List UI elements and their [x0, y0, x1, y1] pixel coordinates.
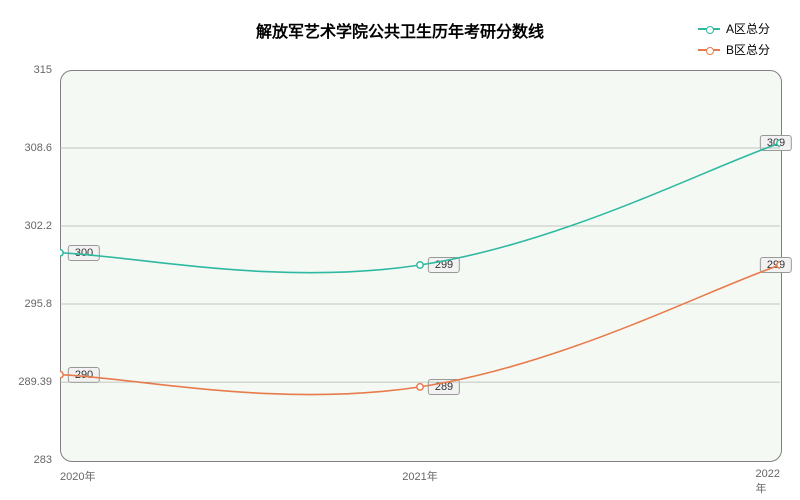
- data-point: [777, 262, 780, 268]
- data-point: [417, 262, 423, 268]
- series-line-0: [60, 143, 780, 273]
- legend-swatch-b: [698, 49, 720, 51]
- legend-item-a: A区总分: [698, 20, 770, 37]
- chart-svg: [60, 70, 780, 460]
- data-point: [60, 371, 63, 377]
- legend-item-b: B区总分: [698, 41, 770, 58]
- x-tick-label: 2021年: [402, 468, 437, 484]
- series-line-1: [60, 265, 780, 395]
- y-tick-label: 302.2: [24, 220, 52, 232]
- data-point: [60, 250, 63, 256]
- legend-label-a: A区总分: [726, 20, 770, 37]
- y-tick-label: 315: [34, 64, 52, 76]
- legend-swatch-a: [698, 28, 720, 30]
- y-tick-label: 308.6: [24, 142, 52, 154]
- y-tick-label: 283: [34, 454, 52, 466]
- y-tick-label: 289.39: [18, 376, 52, 388]
- plot-area: 283289.39295.8302.2308.63152020年2021年202…: [60, 70, 780, 460]
- legend: A区总分 B区总分: [698, 20, 770, 62]
- y-tick-label: 295.8: [24, 298, 52, 310]
- legend-label-b: B区总分: [726, 41, 770, 58]
- x-tick-label: 2020年: [60, 468, 95, 484]
- chart-container: 解放军艺术学院公共卫生历年考研分数线 A区总分 B区总分 283289.3929…: [0, 0, 800, 500]
- legend-marker-b: [706, 47, 714, 55]
- chart-title: 解放军艺术学院公共卫生历年考研分数线: [256, 18, 544, 42]
- x-tick-label: 2022年: [756, 468, 780, 496]
- data-point: [417, 384, 423, 390]
- legend-marker-a: [706, 26, 714, 34]
- data-point: [777, 140, 780, 146]
